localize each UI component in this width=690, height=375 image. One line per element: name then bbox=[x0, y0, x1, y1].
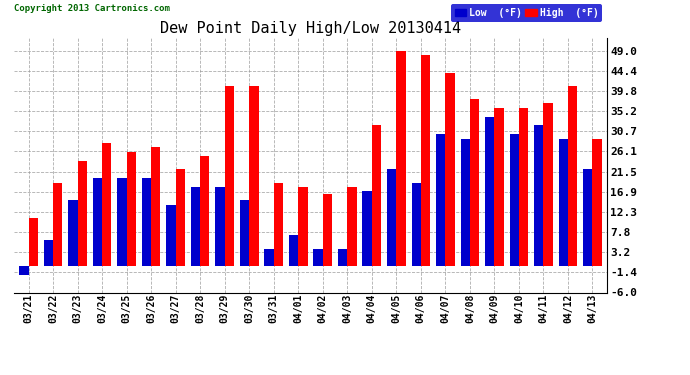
Bar bbox=[347, 187, 357, 266]
Bar bbox=[519, 108, 529, 266]
Bar bbox=[289, 236, 298, 266]
Bar bbox=[240, 200, 249, 266]
Bar bbox=[19, 266, 28, 275]
Bar bbox=[559, 139, 568, 266]
Bar bbox=[92, 178, 102, 266]
Bar bbox=[142, 178, 151, 266]
Bar bbox=[372, 125, 381, 266]
Bar bbox=[485, 117, 495, 266]
Bar bbox=[510, 134, 519, 266]
Bar bbox=[593, 139, 602, 266]
Bar bbox=[313, 249, 323, 266]
Bar bbox=[323, 194, 332, 266]
Bar bbox=[470, 99, 479, 266]
Bar bbox=[264, 249, 274, 266]
Bar bbox=[126, 152, 136, 266]
Bar bbox=[421, 55, 430, 266]
Bar bbox=[249, 86, 259, 266]
Text: Copyright 2013 Cartronics.com: Copyright 2013 Cartronics.com bbox=[14, 4, 170, 13]
Bar bbox=[298, 187, 308, 266]
Bar bbox=[544, 104, 553, 266]
Bar bbox=[176, 170, 185, 266]
Bar bbox=[77, 160, 87, 266]
Bar bbox=[460, 139, 470, 266]
Bar bbox=[28, 218, 38, 266]
Bar bbox=[495, 108, 504, 266]
Bar bbox=[117, 178, 126, 266]
Bar bbox=[387, 170, 396, 266]
Legend: Low  (°F), High  (°F): Low (°F), High (°F) bbox=[451, 4, 602, 22]
Bar bbox=[68, 200, 77, 266]
Bar bbox=[102, 143, 111, 266]
Bar bbox=[338, 249, 347, 266]
Bar bbox=[166, 205, 176, 266]
Bar bbox=[436, 134, 445, 266]
Bar bbox=[200, 156, 210, 266]
Bar bbox=[274, 183, 283, 266]
Bar bbox=[534, 125, 544, 266]
Bar bbox=[396, 51, 406, 266]
Bar bbox=[445, 73, 455, 266]
Bar bbox=[583, 170, 593, 266]
Bar bbox=[43, 240, 53, 266]
Bar bbox=[362, 191, 372, 266]
Bar bbox=[191, 187, 200, 266]
Bar bbox=[411, 183, 421, 266]
Bar bbox=[225, 86, 234, 266]
Bar bbox=[151, 147, 161, 266]
Bar bbox=[53, 183, 62, 266]
Bar bbox=[568, 86, 578, 266]
Title: Dew Point Daily High/Low 20130414: Dew Point Daily High/Low 20130414 bbox=[160, 21, 461, 36]
Bar bbox=[215, 187, 225, 266]
